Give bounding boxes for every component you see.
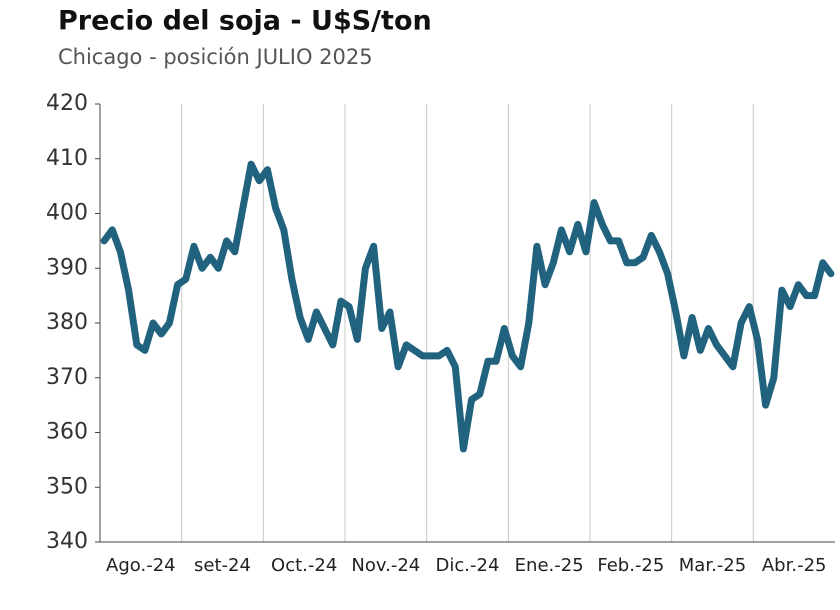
x-tick-label: Oct.-24: [271, 555, 337, 576]
chart-title: Precio del soja - U$S/ton: [58, 6, 432, 37]
x-tick-label: Nov.-24: [351, 555, 420, 576]
x-tick-label: Mar.-25: [679, 555, 746, 576]
y-tick-label: 400: [46, 201, 88, 226]
x-tick-label: Ene.-25: [515, 555, 584, 576]
price-line: [100, 160, 835, 453]
y-tick-label: 380: [46, 310, 88, 335]
y-tick-label: 350: [46, 474, 88, 499]
y-tick-label: 370: [46, 365, 88, 390]
x-tick-label: Feb.-25: [597, 555, 664, 576]
y-tick-label: 420: [46, 91, 88, 116]
x-tick-label: Dic.-24: [436, 555, 500, 576]
x-tick-label: Abr.-25: [762, 555, 827, 576]
x-tick-label: set-24: [194, 555, 251, 576]
y-tick-label: 360: [46, 420, 88, 445]
x-tick-label: Ago.-24: [106, 555, 176, 576]
y-tick-label: 410: [46, 146, 88, 171]
y-tick-label: 390: [46, 255, 88, 280]
chart-subtitle: Chicago - posición JULIO 2025: [58, 45, 373, 69]
y-tick-label: 340: [46, 529, 88, 554]
